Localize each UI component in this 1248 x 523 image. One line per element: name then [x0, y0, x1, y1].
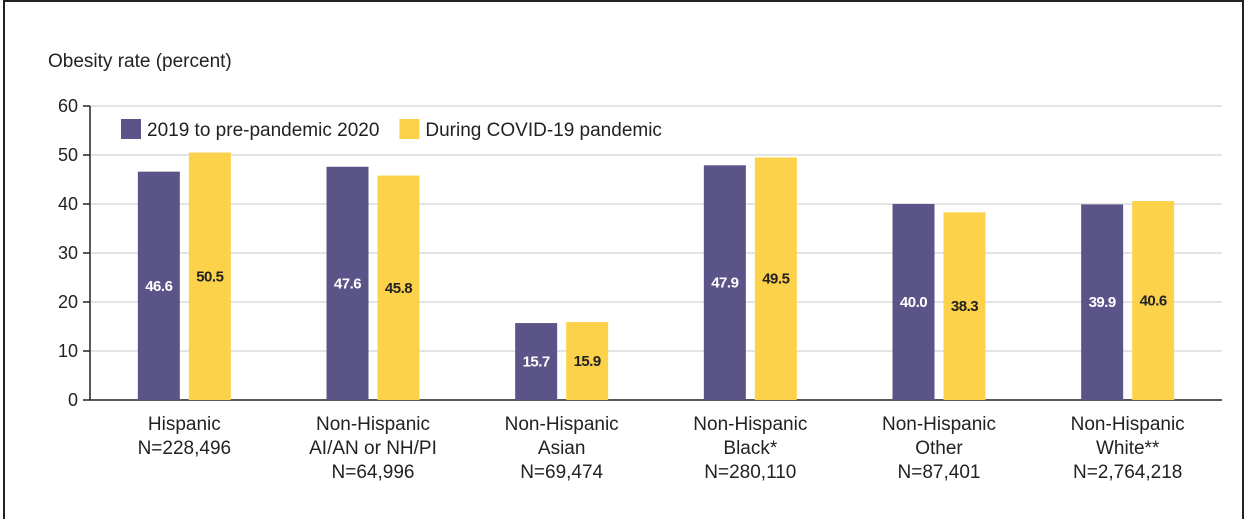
bar-pandemic — [754, 157, 797, 400]
category-label: Non-Hispanic — [693, 414, 807, 435]
y-tick-label: 60 — [58, 96, 78, 116]
category-label: N=64,996 — [332, 462, 415, 483]
category-label: Hispanic — [148, 414, 221, 435]
bar-pandemic — [188, 152, 231, 400]
bar-pre-pandemic — [892, 204, 935, 400]
legend-swatch — [399, 119, 420, 139]
category-label: White** — [1096, 438, 1160, 459]
data-label: 40.0 — [900, 294, 927, 311]
category-label: N=2,764,218 — [1073, 462, 1182, 483]
data-label: 15.7 — [523, 354, 550, 371]
bar-pandemic — [377, 175, 420, 400]
legend-swatch — [121, 119, 141, 139]
data-labels: 46.6 50.5 47.6 45.8 15.7 15.9 47.9 49.5 40.0 38.3… — [145, 268, 1167, 370]
y-tick-label: 40 — [58, 194, 78, 214]
category-label: Non-Hispanic — [882, 414, 996, 435]
bar-pandemic — [1132, 201, 1175, 400]
category-label: Non-Hispanic — [316, 414, 430, 435]
data-label: 47.6 — [334, 275, 361, 292]
data-label: 40.6 — [1140, 293, 1167, 310]
data-label: 38.3 — [951, 298, 978, 315]
chart-frame — [3, 0, 1244, 519]
bar-pre-pandemic — [515, 323, 558, 400]
legend: 2019 to pre-pandemic 2020 During COVID-19… — [121, 119, 662, 141]
y-tick-label: 10 — [58, 341, 78, 361]
category-label: N=87,401 — [898, 462, 981, 483]
category-label: Asian — [538, 438, 586, 459]
y-tick-label: 0 — [68, 390, 78, 410]
category-label: N=280,110 — [704, 462, 796, 483]
data-label: 15.9 — [574, 353, 601, 370]
data-label: 47.9 — [711, 275, 738, 292]
data-label: 49.5 — [762, 271, 789, 288]
y-axis-label: Obesity rate (percent) — [48, 51, 232, 72]
category-label: AI/AN or NH/PI — [309, 438, 437, 459]
legend-label: 2019 to pre-pandemic 2020 — [147, 120, 379, 141]
y-tick-label: 50 — [58, 145, 78, 165]
data-label: 39.9 — [1089, 294, 1116, 311]
bar-pre-pandemic — [703, 165, 746, 400]
data-label: 50.5 — [196, 268, 223, 285]
category-label: Non-Hispanic — [505, 414, 619, 435]
data-label: 46.6 — [145, 278, 172, 295]
category-label: Non-Hispanic — [1071, 414, 1185, 435]
y-axis-ticks: 0 10 20 30 40 50 60 — [58, 96, 91, 410]
y-tick-label: 30 — [58, 243, 78, 263]
category-label: Black* — [723, 438, 777, 459]
category-label: Other — [915, 438, 963, 459]
category-label: N=228,496 — [138, 438, 232, 459]
bar-pre-pandemic — [137, 171, 180, 400]
bars — [137, 152, 1175, 400]
bar-pre-pandemic — [326, 166, 369, 400]
y-tick-label: 20 — [58, 292, 78, 312]
legend-label: During COVID-19 pandemic — [425, 120, 662, 141]
x-axis-categories: Hispanic N=228,496 Non-Hispanic AI/AN or NH… — [138, 414, 1185, 483]
bar-pandemic — [943, 212, 986, 400]
bar-pandemic — [566, 322, 609, 400]
bar-pre-pandemic — [1081, 204, 1124, 400]
gridlines — [90, 105, 1222, 401]
category-label: N=69,474 — [520, 462, 603, 483]
data-label: 45.8 — [385, 280, 412, 297]
